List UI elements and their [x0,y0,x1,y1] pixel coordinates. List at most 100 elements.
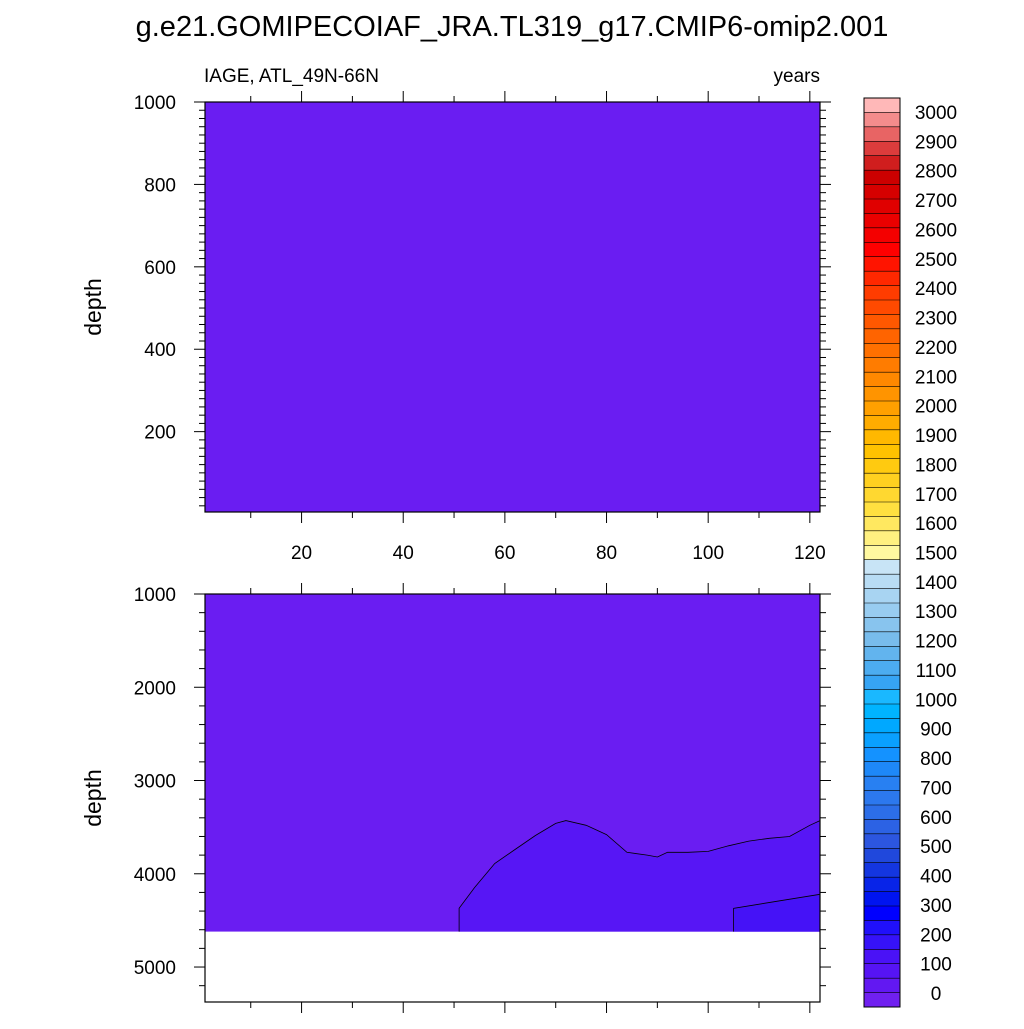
colorbar-swatch [864,675,900,690]
colorbar-swatch [864,487,900,503]
colorbar-swatch [864,603,900,618]
colorbar-swatch [864,343,900,359]
colorbar-swatch [864,747,900,763]
colorbar-swatch [864,574,900,589]
chart-title: g.e21.GOMIPECOIAF_JRA.TL319_g17.CMIP6-om… [136,11,889,43]
upper-x-tick-label: 80 [596,543,617,564]
colorbar-label: 3000 [915,103,957,124]
colorbar-label: 1300 [915,602,957,623]
colorbar-swatch [864,761,900,777]
colorbar-label: 1600 [915,514,957,535]
colorbar-label: 800 [920,749,952,770]
colorbar-label: 1400 [915,573,957,594]
colorbar: 3000290028002700260025002400230022002100… [863,97,957,1008]
colorbar-label: 1100 [916,661,957,682]
lower-y-tick-label: 2000 [134,678,176,699]
upper-x-tick-label: 100 [692,543,724,564]
lower-y-tick-label: 1000 [134,585,176,606]
colorbar-swatch [864,112,900,128]
colorbar-swatch [864,805,900,820]
colorbar-frame [863,97,901,1008]
lower-y-axis-label: depth [80,769,106,827]
colorbar-swatch [864,502,900,517]
colorbar-swatch [864,285,900,301]
lower-panel: 1000 2000 3000 4000 5000 depth [80,583,831,1013]
colorbar-swatch [864,98,900,113]
upper-x-tick-label: 20 [291,543,312,564]
lower-y-tick-label: 5000 [134,958,176,979]
colorbar-swatch [864,213,900,229]
colorbar-label: 1000 [915,690,957,711]
colorbar-swatch [864,963,900,979]
colorbar-swatch [864,978,900,993]
colorbar-swatch [864,732,900,748]
colorbar-swatch [864,516,900,532]
lower-missing-region [205,931,820,1002]
colorbar-swatch [864,473,900,488]
colorbar-label: 2600 [915,220,957,241]
colorbar-swatch [864,372,900,387]
upper-panel: 20 40 60 80 100 120 200 400 600 800 1000 depth [80,91,831,564]
lower-contour-fill-200 [733,894,820,932]
lower-y-tick-label: 3000 [134,772,176,793]
colorbar-label: 1500 [915,544,957,565]
upper-y-tick-label: 600 [144,258,176,279]
colorbar-swatch [864,718,900,734]
colorbar-swatch [864,386,900,402]
upper-x-tick-label: 40 [393,543,414,564]
chart-subtitle-units: years [774,66,820,87]
lower-frame [204,593,821,1003]
colorbar-swatch [864,704,900,719]
colorbar-label: 1900 [915,426,957,447]
colorbar-swatch [864,126,900,142]
colorbar-swatch [864,862,900,878]
colorbar-swatch [864,429,900,445]
colorbar-swatch [864,848,900,864]
colorbar-swatch [864,617,900,633]
colorbar-swatch [864,155,900,171]
colorbar-swatch [864,271,900,286]
colorbar-label: 300 [920,896,952,917]
colorbar-label: 1800 [915,455,957,476]
upper-x-tick-label: 60 [494,543,515,564]
lower-contour-fill-100 [459,820,820,932]
lower-y-tick-label: 4000 [134,865,176,886]
colorbar-label: 2300 [915,309,957,330]
colorbar-swatch [864,646,900,662]
colorbar-swatch [864,545,900,561]
colorbar-label: 600 [920,808,952,829]
colorbar-swatch [864,242,900,258]
lower-contour-line-200 [733,893,821,932]
upper-y-tick-label: 1000 [134,93,176,114]
colorbar-swatch [864,415,900,431]
colorbar-swatch [864,920,900,936]
colorbar-label: 400 [920,867,952,888]
lower-contour-line-100 [458,820,821,932]
colorbar-swatch [864,458,900,474]
colorbar-swatch [864,819,900,835]
colorbar-swatch [864,776,900,791]
colorbar-swatch [864,444,900,460]
colorbar-swatch [864,949,900,965]
colorbar-swatch [864,256,900,272]
colorbar-label: 700 [920,778,952,799]
colorbar-label: 200 [920,925,952,946]
colorbar-swatch [864,170,900,185]
colorbar-label: 2700 [915,191,957,212]
colorbar-swatch [864,906,900,921]
colorbar-label: 1200 [915,632,957,653]
chart-subtitle-variable: IAGE, ATL_49N-66N [204,66,379,87]
colorbar-swatch [864,790,900,806]
colorbar-swatch [864,992,900,1008]
colorbar-swatch [864,891,900,907]
upper-y-tick-label: 800 [144,175,176,196]
upper-field-fill [205,102,820,512]
upper-y-tick-label: 200 [144,423,176,444]
upper-x-tick-label: 120 [794,543,826,564]
colorbar-swatch [864,401,900,416]
colorbar-label: 2500 [915,250,957,271]
colorbar-swatch [864,559,900,575]
colorbar-label: 2200 [915,338,957,359]
